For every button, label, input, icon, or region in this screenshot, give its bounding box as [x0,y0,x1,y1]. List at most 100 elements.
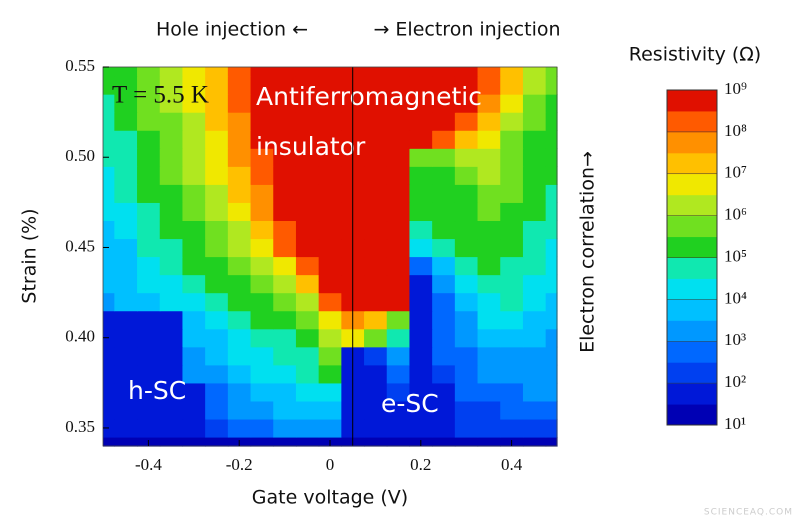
heat-cell [205,67,229,77]
heat-cell [432,67,456,77]
heat-cell [227,418,252,438]
heat-cell [159,418,184,438]
heat-cell [114,202,138,222]
heat-cell [386,166,411,185]
heat-cell [227,94,252,113]
heat-cell [409,130,433,149]
heat-cell [114,112,138,131]
heat-cell [114,166,138,185]
heat-cell [545,76,558,95]
heat-cell [227,400,252,420]
heat-cell [386,346,411,366]
heat-cell [182,67,206,77]
watermark: SCIENCEAQ.COM [704,508,793,518]
heat-cell [477,130,501,149]
heat-cell [227,130,252,149]
heat-cell [273,382,297,402]
heat-cell [364,202,388,222]
heat-cell [386,328,411,348]
heat-cell [159,346,184,366]
y-tick-label: 0.35 [65,417,95,436]
heat-cell [182,292,206,312]
heat-cell [545,436,558,447]
colorbar-tick-label: 10⁹ [724,79,747,98]
heat-cell [500,346,524,366]
heat-cell [477,94,501,113]
heat-cell [454,256,479,276]
heat-cell [318,364,342,384]
heat-cell [103,292,115,312]
heat-cell [477,274,501,294]
heat-cell [522,256,547,276]
heat-cell [500,94,524,113]
heat-cell [114,130,138,149]
heat-cell [182,256,206,276]
heat-cell [522,418,547,438]
heat-cell [500,76,524,95]
heat-cell [103,166,115,185]
heat-cell [454,400,479,420]
y-axis-label: Strain (%) [19,208,41,303]
colorbar-tick-label: 10⁵ [724,246,747,265]
heat-cell [386,238,411,258]
heat-cell [522,112,547,131]
heat-cell [205,94,229,113]
heat-cell [103,220,115,240]
heat-cell [205,310,229,330]
heat-cell [205,418,229,438]
heat-cell [227,112,252,131]
heat-cell [545,238,558,258]
heat-cell [159,382,184,402]
colorbar-tick-label: 10⁷ [724,163,747,182]
heat-cell [364,364,388,384]
heat-cell [409,148,433,167]
heat-cell [137,418,161,438]
heat-cell [364,346,388,366]
heat-cell [477,112,501,131]
heat-cell [273,310,297,330]
heat-cell [295,130,320,149]
heat-cell [318,274,342,294]
heat-cell [103,94,115,113]
heat-cell [386,292,411,312]
heat-cell [227,292,252,312]
heat-cell [432,184,456,203]
heat-cell [364,310,388,330]
heat-cell [182,112,206,131]
x-tick-label: 0.4 [501,455,523,474]
heat-cell [273,238,297,258]
heat-cell [318,328,342,348]
heat-cell [386,310,411,330]
heat-cell [409,418,433,438]
colorbar-title: Resistivity (Ω) [629,44,761,66]
heat-cell [295,166,320,185]
heat-cell [318,382,342,402]
heat-cell [205,184,229,203]
heat-cell [477,310,501,330]
heat-cell [159,400,184,420]
heat-cell [432,310,456,330]
heat-cell [386,94,411,113]
y-tick-label: 0.55 [65,56,95,75]
heat-cell [386,364,411,384]
heat-cell [273,418,297,438]
heat-cell [522,76,547,95]
heat-cell [114,328,138,348]
heat-cell [318,166,342,185]
heat-cell [205,364,229,384]
heat-cell [103,382,115,402]
heat-cell [454,166,479,185]
heat-cell [545,418,558,438]
heat-cell [137,292,161,312]
heat-cell [454,184,479,203]
heat-cell [545,274,558,294]
temperature-label: T = 5.5 K [112,82,209,109]
heat-cell [500,382,524,402]
heat-cell [477,346,501,366]
heat-cell [500,67,524,77]
heat-cell [227,166,252,185]
heat-cell [318,346,342,366]
heat-cell [432,166,456,185]
heat-cell [364,328,388,348]
heat-cell [386,400,411,420]
